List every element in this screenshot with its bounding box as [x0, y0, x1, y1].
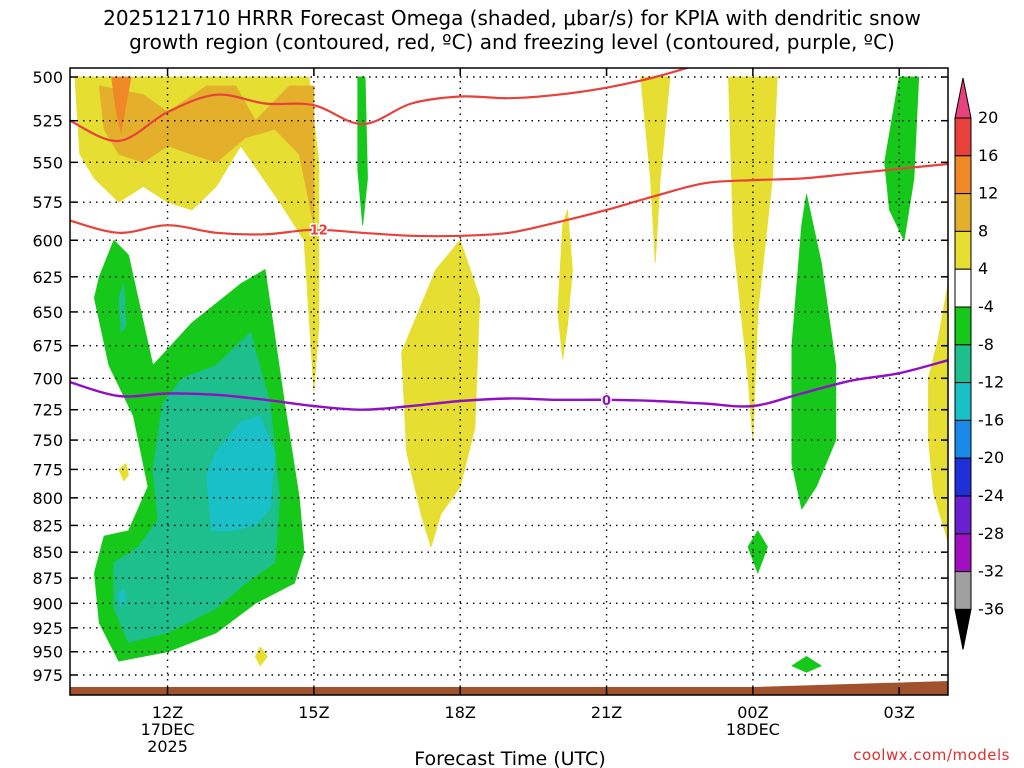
colorbar-label-8: -16: [978, 410, 1004, 429]
y-tick-label-500: 500: [32, 68, 63, 87]
y-tick-label-600: 600: [32, 231, 63, 250]
omega-region-9: [254, 646, 268, 667]
plot-frame: [69, 67, 949, 696]
omega-region-19: [791, 656, 822, 673]
colorbar-label-10: -24: [978, 486, 1004, 505]
chart-title-line1: 2025121710 HRRR Forecast Omega (shaded, …: [103, 6, 921, 30]
colorbar-label-13: -36: [978, 599, 1004, 618]
y-tick-label-725: 725: [32, 401, 63, 420]
y-tick-label-675: 675: [32, 337, 63, 356]
colorbar-swatch-12: [954, 571, 972, 610]
colorbar-swatch-7: [954, 382, 972, 421]
colorbar-swatch-10: [954, 495, 972, 535]
ground-surface: [70, 681, 948, 695]
y-tick-label-525: 525: [32, 112, 63, 131]
colorbar-swatch-8: [954, 419, 972, 459]
dgz-contour-label: 12: [310, 224, 328, 239]
x-tick-label-2025: 2025: [147, 737, 188, 756]
y-tick-label-975: 975: [32, 666, 63, 685]
chart-title: 2025121710 HRRR Forecast Omega (shaded, …: [0, 6, 1024, 54]
y-tick-label-650: 650: [32, 303, 63, 322]
y-tick-label-775: 775: [32, 460, 63, 479]
colorbar: 20 16 12 8 4 -4 -8 -12 -16 -20 -24 -28 -32 -36: [954, 77, 1004, 650]
plot-grid: [70, 68, 948, 695]
contour-lines: 12 0: [70, 68, 948, 411]
colorbar-swatch-0: [954, 117, 972, 157]
omega-region-17: [884, 76, 920, 241]
x-tick-label-17DEC: 17DEC: [141, 720, 195, 739]
dgz-contour-upper: [70, 68, 691, 143]
colorbar-label-4: 4: [978, 259, 988, 278]
x-tick-label-21Z: 21Z: [591, 703, 622, 722]
x-tick-label-12Z: 12Z: [152, 703, 183, 722]
colorbar-label-12: -32: [978, 562, 1004, 581]
x-axis-title: Forecast Time (UTC): [414, 748, 605, 768]
y-tick-label-800: 800: [32, 489, 63, 508]
plot-border: [69, 67, 949, 696]
x-tick-label-15Z: 15Z: [298, 703, 329, 722]
y-axis: 500 525 550 575 600 625 650 675 700 725 750 775 800 8…: [32, 68, 948, 685]
colorbar-label-9: -20: [978, 448, 1004, 467]
y-tick-label-850: 850: [32, 543, 63, 562]
omega-region-13: [206, 415, 276, 532]
colorbar-label-5: -4: [978, 297, 994, 316]
colorbar-label-11: -28: [978, 524, 1004, 543]
y-tick-label-700: 700: [32, 369, 63, 388]
omega-region-4: [557, 209, 573, 360]
omega-region-5: [640, 76, 671, 263]
colorbar-label-0: 20: [978, 108, 998, 127]
colorbar-swatch-5: [954, 306, 972, 346]
omega-region-18: [747, 530, 768, 574]
omega-region-12: [118, 283, 127, 333]
colorbar-label-6: -8: [978, 335, 994, 354]
freezing-level-label: 0: [602, 394, 611, 409]
colorbar-top-arrow: [954, 77, 972, 119]
colorbar-swatch-11: [954, 533, 972, 573]
x-tick-label-00Z: 00Z: [737, 703, 768, 722]
omega-region-3: [401, 239, 481, 548]
credit-link[interactable]: coolwx.com/models: [853, 746, 1010, 764]
y-tick-label-875: 875: [32, 569, 63, 588]
ground-terrain: [70, 681, 948, 695]
omega-region-8: [118, 463, 129, 482]
colorbar-swatch-3: [954, 230, 972, 270]
omega-region-6: [728, 76, 778, 441]
y-tick-label-900: 900: [32, 594, 63, 613]
colorbar-swatch-2: [954, 193, 972, 232]
colorbar-swatch-6: [954, 344, 972, 384]
y-tick-label-950: 950: [32, 643, 63, 662]
colorbar-label-7: -12: [978, 373, 1004, 392]
y-tick-label-825: 825: [32, 516, 63, 535]
freezing-level-contour: [70, 359, 948, 411]
y-tick-label-750: 750: [32, 431, 63, 450]
colorbar-label-2: 12: [978, 184, 998, 203]
colorbar-swatch-1: [954, 155, 972, 195]
omega-region-16: [791, 193, 837, 510]
omega-region-11: [113, 331, 281, 643]
dgz-contour-lower: [70, 162, 948, 238]
y-tick-label-925: 925: [32, 619, 63, 638]
colorbar-label-1: 16: [978, 146, 998, 165]
omega-region-14: [118, 587, 127, 609]
omega-region-2: [111, 76, 132, 133]
y-tick-label-625: 625: [32, 268, 63, 287]
colorbar-swatch-9: [954, 457, 972, 497]
colorbar-bottom-arrow: [954, 608, 972, 650]
y-tick-label-575: 575: [32, 193, 63, 212]
x-tick-label-03Z: 03Z: [884, 703, 915, 722]
x-tick-label-18DEC: 18DEC: [726, 720, 780, 739]
colorbar-swatch-4: [954, 268, 972, 308]
y-tick-label-550: 550: [32, 153, 63, 172]
chart-title-line2: growth region (contoured, red, ºC) and f…: [129, 30, 895, 54]
colorbar-label-3: 8: [978, 221, 988, 240]
x-tick-label-18Z: 18Z: [445, 703, 476, 722]
